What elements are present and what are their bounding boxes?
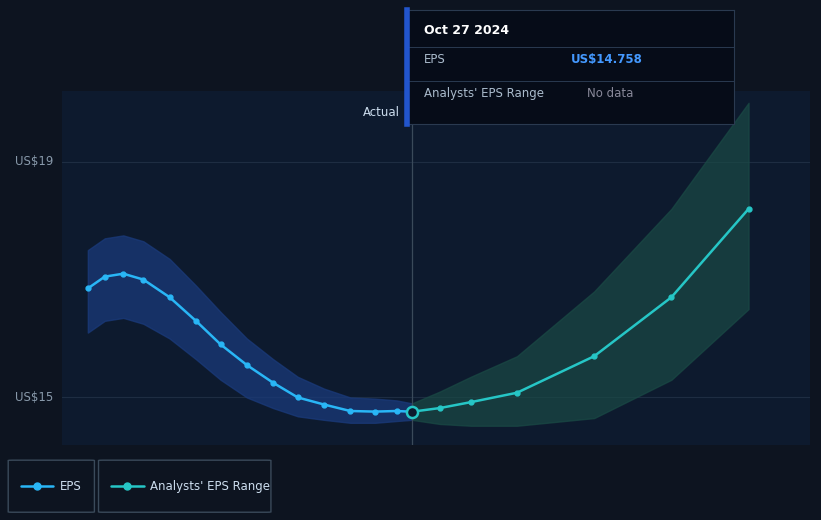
Text: EPS: EPS [424,54,445,67]
Text: Oct 27 2024: Oct 27 2024 [424,24,509,37]
Text: No data: No data [587,87,633,100]
Text: US$15: US$15 [15,391,53,404]
Text: Actual: Actual [363,106,400,119]
Text: Analysts' EPS Range: Analysts' EPS Range [150,479,270,493]
Text: Analysts' EPS Range: Analysts' EPS Range [424,87,544,100]
Text: EPS: EPS [60,479,81,493]
Text: US$14.758: US$14.758 [571,54,643,67]
Text: Analysts Forecasts: Analysts Forecasts [424,106,534,119]
Text: US$19: US$19 [15,155,53,168]
